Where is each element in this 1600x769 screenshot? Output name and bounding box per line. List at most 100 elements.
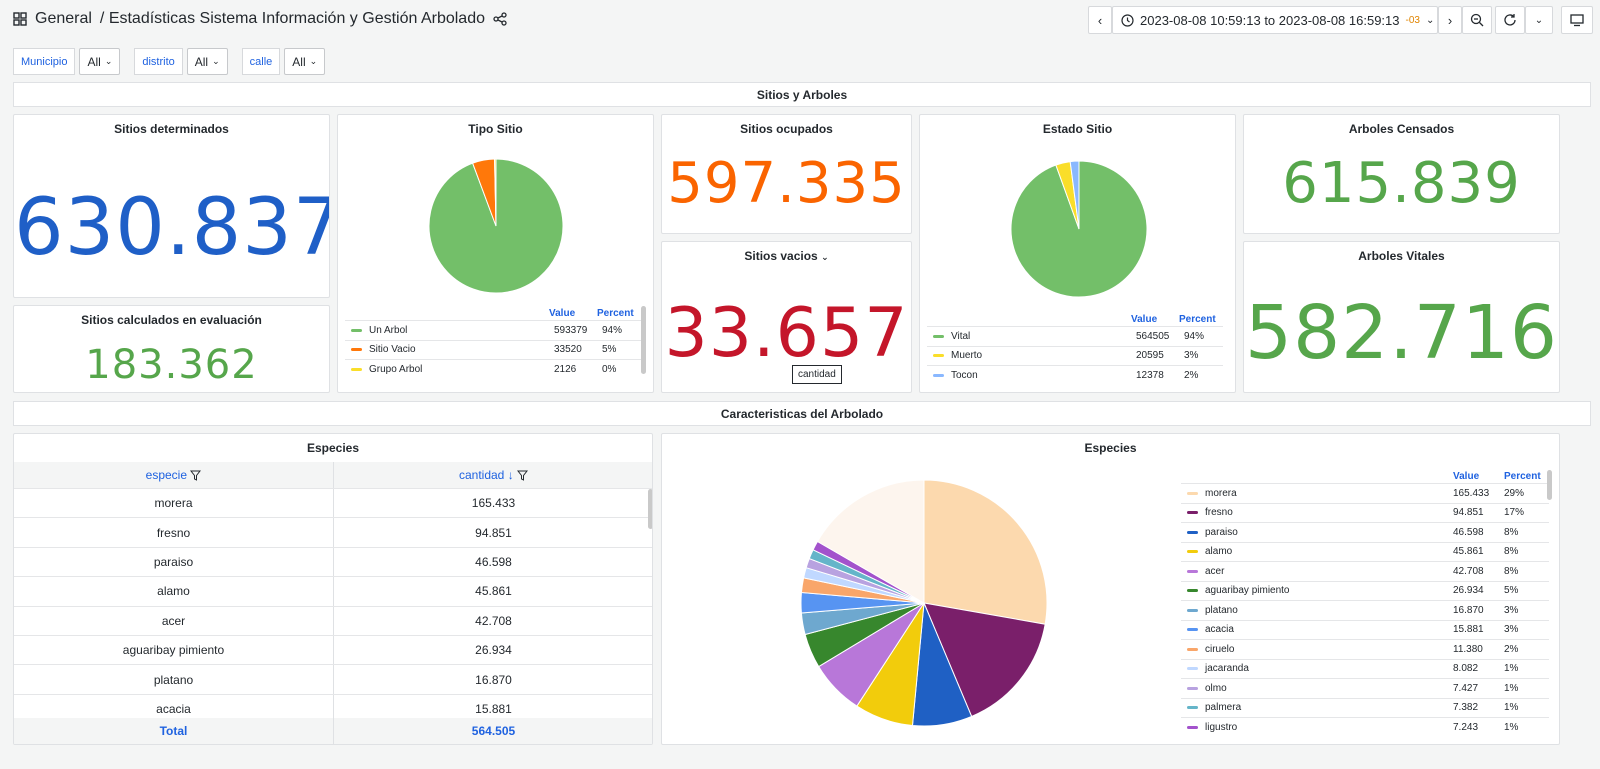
stat-value: 630.837: [14, 183, 330, 273]
legend-swatch: [1187, 706, 1198, 710]
legend-percent: 3%: [1184, 350, 1199, 362]
col-header-especie[interactable]: especie: [14, 462, 334, 488]
row-header-caracteristicas[interactable]: Caracteristicas del Arbolado: [13, 401, 1591, 426]
legend-item[interactable]: morera 165.433 29%: [1181, 483, 1549, 503]
table-row[interactable]: alamo 45.861: [14, 576, 652, 606]
var-select-distrito[interactable]: All ⌄: [186, 48, 228, 75]
time-back-button[interactable]: ‹: [1088, 6, 1112, 34]
col-percent[interactable]: Percent: [1504, 470, 1541, 482]
row-header-sitios-arboles[interactable]: Sitios y Arboles: [13, 82, 1591, 107]
legend-item[interactable]: acacia 15.881 3%: [1181, 619, 1549, 640]
panel-title: Sitios determinados: [114, 122, 229, 136]
chevron-down-icon: ⌄: [1534, 14, 1544, 26]
legend-percent: 17%: [1504, 507, 1525, 519]
legend-item[interactable]: Un Arbol 593379 94%: [345, 320, 641, 340]
panel-title: Arboles Vitales: [1358, 249, 1445, 263]
cell-especie: acacia: [14, 694, 334, 724]
legend-label: alamo: [1205, 546, 1233, 558]
tv-mode-button[interactable]: [1561, 6, 1593, 34]
share-icon[interactable]: [493, 12, 507, 26]
stat-value: 582.716: [1244, 290, 1558, 376]
table-row[interactable]: acacia 15.881: [14, 693, 652, 724]
pie-slice-morera[interactable]: [923, 480, 1047, 625]
table-row[interactable]: fresno 94.851: [14, 517, 652, 547]
pie-slice-Grupo-Arbol[interactable]: [494, 159, 497, 227]
legend-percent: 1%: [1504, 702, 1519, 714]
legend-item[interactable]: aguaribay pimiento 26.934 5%: [1181, 580, 1549, 601]
legend-item[interactable]: platano 16.870 3%: [1181, 600, 1549, 620]
legend-percent: 0%: [602, 363, 617, 375]
legend-item[interactable]: acer 42.708 8%: [1181, 561, 1549, 581]
legend-tipo-sitio: Value Percent Un Arbol 593379 94% Sitio Vaci…: [345, 306, 641, 379]
legend-label: ligustro: [1205, 721, 1238, 733]
apps-icon[interactable]: [13, 12, 27, 26]
col-percent[interactable]: Percent: [1179, 313, 1216, 325]
legend-item[interactable]: fresno 94.851 17%: [1181, 502, 1549, 523]
col-percent[interactable]: Percent: [597, 307, 634, 319]
legend-percent: 1%: [1504, 721, 1519, 733]
legend-percent: 5%: [1504, 585, 1519, 597]
legend-rows: morera 165.433 29% fresno 94.851 17% paraiso 46…: [1181, 483, 1549, 737]
refresh-button[interactable]: [1495, 6, 1525, 34]
scrollbar[interactable]: [641, 306, 646, 374]
table-row[interactable]: aguaribay pimiento 26.934: [14, 634, 652, 665]
legend-value: 46.598: [1453, 526, 1484, 538]
breadcrumb: General / Estadísticas Sistema Informaci…: [13, 10, 507, 28]
legend-item[interactable]: paraiso 46.598 8%: [1181, 522, 1549, 542]
legend-item[interactable]: ligustro 7.243 1%: [1181, 717, 1549, 737]
filter-icon[interactable]: [517, 470, 529, 481]
legend-value: 2126: [554, 363, 577, 375]
pie-slice-others[interactable]: [816, 480, 925, 604]
legend-value: 7.382: [1453, 702, 1479, 714]
legend-item[interactable]: Sitio Vacio 33520 5%: [345, 339, 641, 360]
var-select-municipio[interactable]: All ⌄: [79, 48, 121, 75]
var-value: All: [194, 54, 209, 69]
total-value: 564.505: [471, 724, 516, 738]
legend-item[interactable]: ciruelo 11.380 2%: [1181, 639, 1549, 659]
legend-item[interactable]: Muerto 20595 3%: [927, 345, 1223, 366]
time-picker-button[interactable]: 2023-08-08 10:59:13 to 2023-08-08 16:59:…: [1112, 6, 1438, 34]
legend-item[interactable]: Vital 564505 94%: [927, 326, 1223, 346]
chevron-left-icon: ‹: [1097, 12, 1103, 28]
legend-item[interactable]: olmo 7.427 1%: [1181, 678, 1549, 698]
folder-link[interactable]: General: [35, 10, 92, 27]
legend-item[interactable]: jacaranda 8.082 1%: [1181, 658, 1549, 679]
scrollbar[interactable]: [648, 489, 652, 529]
zoom-out-button[interactable]: [1462, 6, 1492, 34]
zoom-out-icon: [1470, 13, 1484, 27]
legend-value: 94.851: [1453, 507, 1484, 519]
legend-item[interactable]: Grupo Arbol 2126 0%: [345, 359, 641, 379]
col-header-cantidad[interactable]: cantidad ↓: [334, 462, 652, 488]
legend-percent: 94%: [1184, 330, 1205, 342]
var-select-calle[interactable]: All ⌄: [284, 48, 326, 75]
col-value[interactable]: Value: [549, 307, 576, 319]
col-value[interactable]: Value: [1131, 313, 1158, 325]
col-header-text: especie: [145, 468, 188, 482]
table-row[interactable]: platano 16.870: [14, 664, 652, 694]
refresh-interval-button[interactable]: ⌄: [1525, 6, 1553, 34]
legend-item[interactable]: Tocon 12378 2%: [927, 365, 1223, 385]
cell-cantidad: 45.861: [475, 584, 512, 599]
filter-icon[interactable]: [190, 470, 202, 481]
legend-label: acer: [1205, 565, 1225, 577]
var-value: All: [292, 54, 306, 69]
panel-title-text: Sitios vacios: [744, 249, 818, 263]
table-row[interactable]: morera 165.433: [14, 488, 652, 518]
legend-label: ciruelo: [1205, 643, 1235, 655]
col-value[interactable]: Value: [1453, 470, 1480, 482]
legend-header: Value Percent: [1181, 469, 1549, 483]
cell-cantidad: 42.708: [475, 613, 512, 628]
legend-value: 15.881: [1453, 624, 1484, 636]
table-row[interactable]: paraiso 46.598: [14, 546, 652, 577]
pie-slice-Tocon[interactable]: [1069, 161, 1080, 230]
cell-especie: platano: [14, 665, 334, 694]
chevron-down-icon: ⌄: [309, 56, 318, 66]
time-forward-button[interactable]: ›: [1438, 6, 1462, 34]
legend-rows: Vital 564505 94% Muerto 20595 3% Tocon 12378 2%: [927, 326, 1223, 385]
scrollbar[interactable]: [1547, 470, 1552, 500]
pie-slice-fresno[interactable]: [923, 602, 1046, 718]
table-row[interactable]: acer 42.708: [14, 605, 652, 635]
legend-item[interactable]: palmera 7.382 1%: [1181, 697, 1549, 718]
panel-title[interactable]: Sitios vacios ⌄: [662, 249, 911, 263]
legend-item[interactable]: alamo 45.861 8%: [1181, 541, 1549, 562]
